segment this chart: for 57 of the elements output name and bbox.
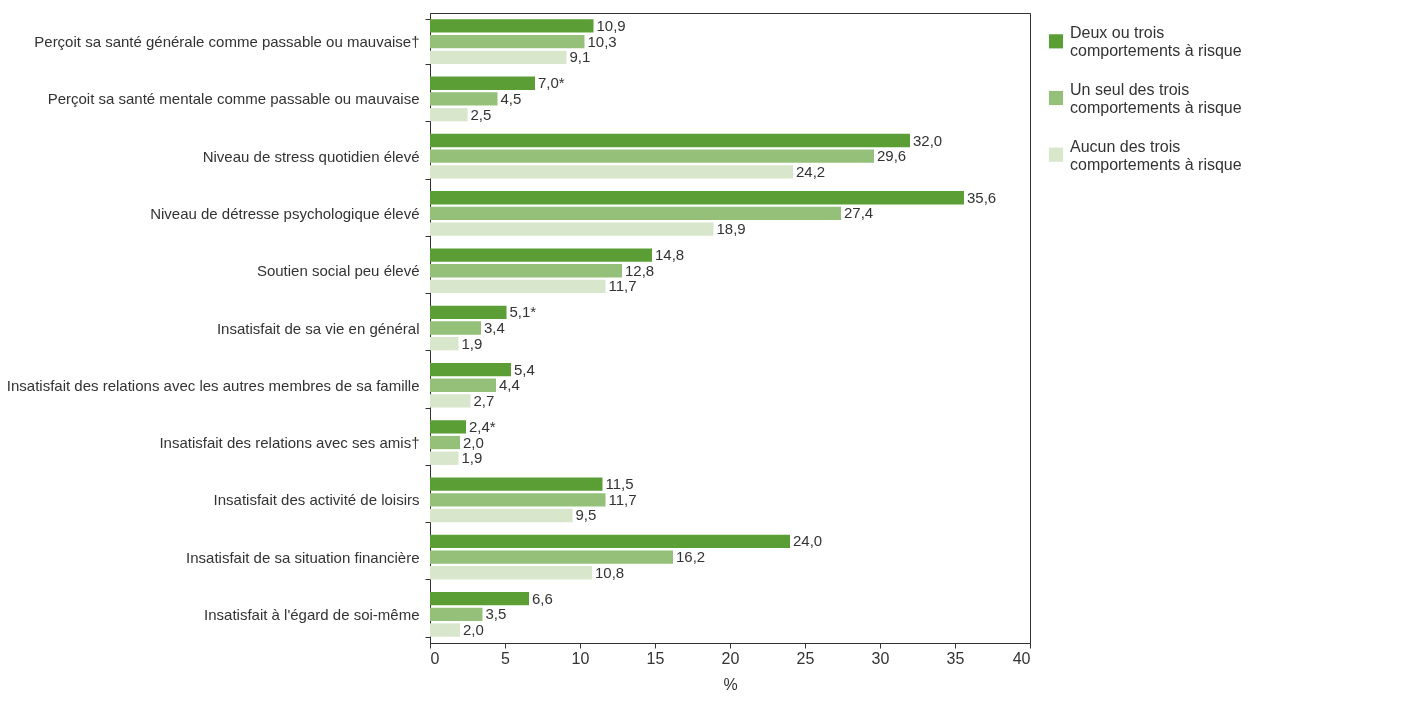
data-label: 7,0* [538,74,565,92]
data-label: 11,5 [605,475,634,493]
x-tick-label: 25 [796,649,815,667]
data-label: 3,4 [484,319,505,336]
data-label: 2,0 [463,621,484,639]
x-tick-label: 0 [430,649,440,667]
y-tick-label: Insatisfait des activité de loisirs [213,491,420,509]
y-tick-label: Niveau de détresse psychologique élevé [150,204,420,222]
data-label: 4,4 [499,376,520,394]
data-label: 3,5 [485,605,507,623]
x-tick-label: 35 [946,649,965,667]
data-label: 24,2 [796,162,826,180]
data-label: 1,9 [461,449,483,467]
x-tick-label: 15 [646,649,665,667]
data-label: 16,2 [676,548,706,566]
y-tick-label: Insatisfait de sa vie en général [216,319,420,337]
data-label: 9,1 [569,48,591,66]
x-tick-label: 30 [871,649,890,667]
data-label: 32,0 [913,131,943,149]
y-tick-label: Soutien social peu élevé [256,262,420,280]
legend-label: Aucun des trois comportements à risque [1070,137,1242,173]
data-label: 4,5 [500,89,522,107]
data-label: 12,8 [625,261,655,279]
data-label: 11,7 [608,277,637,295]
y-tick-label: Perçoit sa santé générale comme passable ou mauvaise† [34,33,420,51]
data-label: 24,0 [793,532,823,550]
legend-label: Deux ou trois comportements à risque [1070,24,1242,60]
data-label: 2,4* [469,417,496,435]
x-tick-label: 20 [721,649,740,667]
data-label: 27,4 [844,204,874,222]
data-label: 1,9 [461,334,483,352]
x-tick-label: 10 [571,649,590,667]
data-label: 10,9 [596,16,626,34]
data-label: 2,7 [473,391,495,409]
data-label: 2,5 [470,105,492,123]
data-label: 29,6 [877,147,907,165]
y-tick-label: Perçoit sa santé mentale comme passable ou mauvaise [47,90,420,108]
y-tick-label: Insatisfait de sa situation financière [186,548,420,566]
y-tick-label: Insatisfait des relations avec ses amis† [159,434,420,452]
x-tick-label: 40 [1012,649,1031,667]
data-label: 2,0 [463,433,484,451]
data-label: 6,6 [532,589,553,607]
data-label: 9,5 [575,506,597,524]
data-label: 18,9 [716,220,746,238]
data-label: 5,1* [509,303,537,321]
y-tick-label: Insatisfait des relations avec les autres membres de sa famille [6,376,420,394]
y-tick-label: Insatisfait à l'égard de soi-même [204,605,420,623]
data-label: 10,8 [595,563,625,581]
data-label: 35,6 [967,188,997,206]
data-label: 11,7 [608,490,637,508]
data-label: 10,3 [587,32,617,50]
data-label: 14,8 [655,246,685,264]
x-tick-label: 5 [501,649,511,667]
data-label: 5,4 [514,360,535,378]
y-tick-label: Niveau de stress quotidien élevé [202,147,420,165]
x-axis-title: % [723,675,738,693]
legend-label: Un seul des trois comportements à risque [1070,81,1242,116]
